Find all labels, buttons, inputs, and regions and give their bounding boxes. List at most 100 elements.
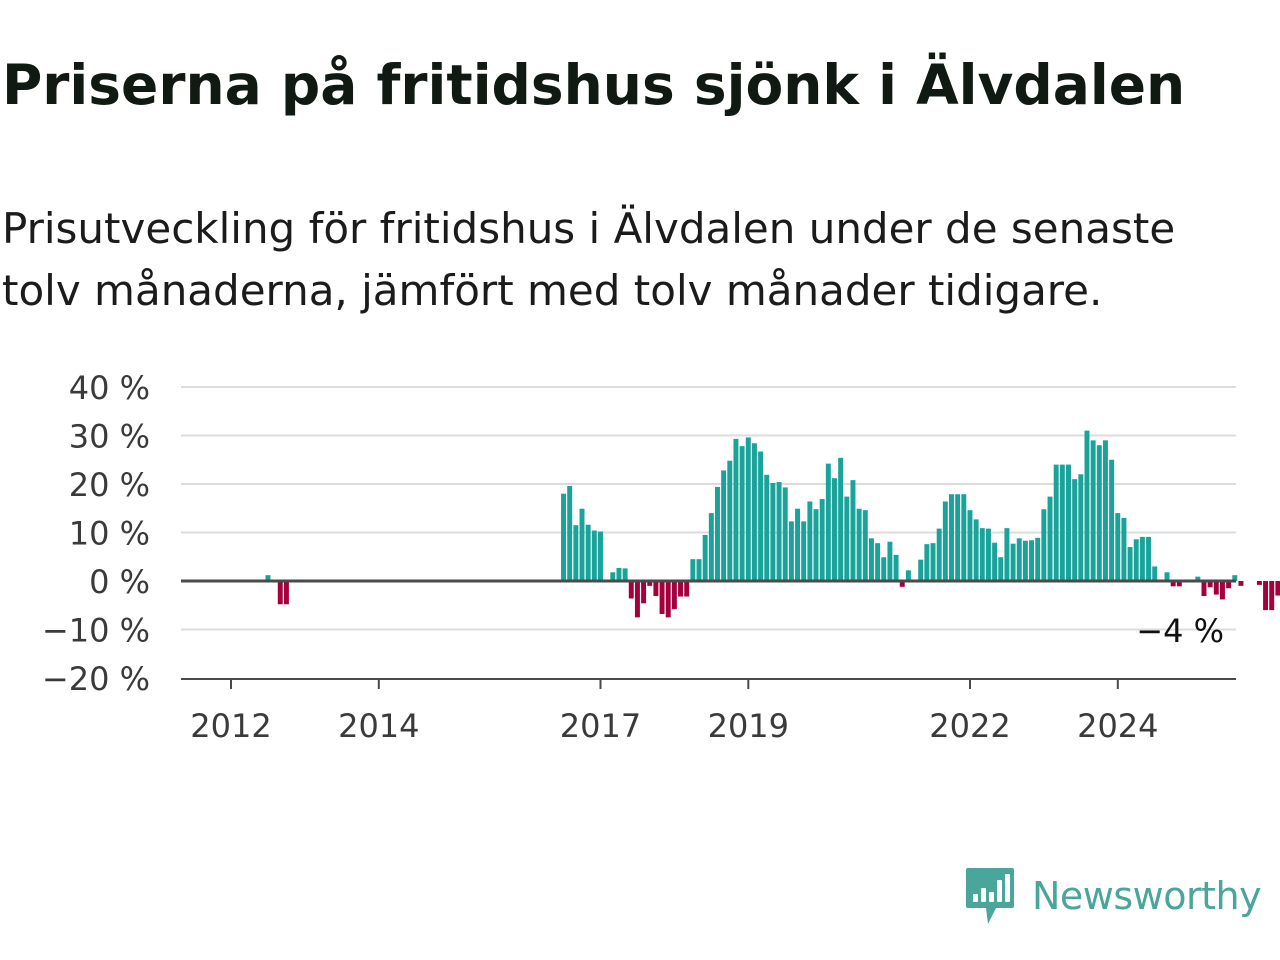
bar xyxy=(708,513,714,581)
bar xyxy=(715,486,720,581)
bar xyxy=(1263,581,1269,611)
bar xyxy=(678,581,684,597)
bar xyxy=(979,528,985,581)
bar xyxy=(1041,509,1047,581)
bar xyxy=(634,581,640,618)
bar xyxy=(1084,430,1090,581)
bar xyxy=(1078,474,1084,581)
bar xyxy=(696,559,702,581)
newsworthy-logo-icon xyxy=(966,868,1014,924)
bar xyxy=(702,534,708,581)
y-axis: 40 % 30 % 20 % 10 % 0 % −10 % −20 % xyxy=(42,369,150,698)
bar xyxy=(1096,445,1102,581)
bar xyxy=(1133,539,1139,581)
bar xyxy=(936,528,942,581)
x-tick-label: 2014 xyxy=(338,707,419,745)
bar xyxy=(1004,528,1010,581)
x-tick-label: 2017 xyxy=(560,707,641,745)
bar xyxy=(825,463,831,581)
bar xyxy=(1238,581,1244,586)
bar xyxy=(277,581,283,605)
bar xyxy=(1059,464,1065,581)
bar xyxy=(1232,575,1238,581)
newsworthy-logo[interactable]: Newsworthy xyxy=(964,864,1262,928)
bar xyxy=(1053,464,1059,581)
bar xyxy=(1072,479,1078,581)
bar xyxy=(733,438,739,581)
bar xyxy=(1016,538,1022,581)
gridlines xyxy=(181,386,1236,631)
bar xyxy=(745,437,751,581)
x-tick-label: 2024 xyxy=(1077,707,1158,745)
bar xyxy=(868,538,874,581)
bar xyxy=(684,581,690,597)
x-tick-label: 2019 xyxy=(708,707,789,745)
bar xyxy=(924,544,930,581)
bar xyxy=(973,519,979,581)
bar xyxy=(807,501,813,581)
bar xyxy=(1139,536,1145,581)
bar xyxy=(283,581,289,605)
bar xyxy=(776,482,782,581)
bar xyxy=(1164,572,1170,581)
bar xyxy=(751,443,757,581)
bar xyxy=(622,568,628,581)
chart-title: Priserna på fritidshus sjönk i Älvdalen xyxy=(2,53,1186,117)
bar xyxy=(795,508,801,581)
bar xyxy=(690,559,696,581)
bar xyxy=(967,510,973,581)
y-tick-label: 40 % xyxy=(69,369,150,407)
bar xyxy=(918,559,924,581)
bar xyxy=(893,554,899,581)
y-tick-label: 0 % xyxy=(89,563,150,601)
y-tick-label: −20 % xyxy=(42,660,150,698)
bar xyxy=(1029,540,1035,581)
bar xyxy=(1219,581,1225,600)
bar xyxy=(850,480,856,581)
bar xyxy=(1047,496,1053,581)
bar xyxy=(567,485,573,581)
bar xyxy=(727,460,733,581)
bar xyxy=(1109,459,1115,581)
bar xyxy=(1102,440,1108,581)
bar xyxy=(1022,540,1028,581)
last-value-annotation: −4 % xyxy=(1136,612,1224,650)
bar xyxy=(1066,464,1071,581)
bar xyxy=(1127,547,1133,581)
bar xyxy=(905,570,911,581)
bar xyxy=(721,470,727,581)
y-tick-label: 10 % xyxy=(69,515,150,553)
bar xyxy=(1195,576,1201,581)
bar xyxy=(1121,517,1127,581)
bar xyxy=(1035,537,1041,581)
bar xyxy=(758,451,764,581)
bar xyxy=(665,581,671,618)
bar xyxy=(265,575,271,581)
bar xyxy=(1115,513,1121,581)
bar xyxy=(949,494,954,581)
bar xyxy=(628,581,634,599)
bar xyxy=(616,567,622,581)
bar xyxy=(1213,581,1219,595)
bar xyxy=(1090,440,1096,581)
bar xyxy=(961,494,967,581)
bar xyxy=(1226,581,1232,589)
bar xyxy=(739,446,745,581)
bar xyxy=(819,499,825,581)
bar xyxy=(844,496,850,581)
bar xyxy=(1176,581,1182,587)
bar-chart: 40 %30 %20 %10 %0 %−10 %−20 % 2012 2014 20… xyxy=(42,369,1280,745)
chart-subtitle: Prisutveckling för fritidshus i Älvdalen… xyxy=(2,204,1176,315)
bar xyxy=(862,510,868,581)
bar xyxy=(1152,566,1158,581)
bar xyxy=(788,521,794,581)
bar xyxy=(598,531,603,581)
y-tick-label: −10 % xyxy=(42,612,150,650)
bar xyxy=(856,508,862,581)
bar xyxy=(610,572,616,581)
bar xyxy=(1269,581,1275,611)
bar xyxy=(1256,581,1262,585)
bar xyxy=(992,542,998,581)
bar xyxy=(647,581,653,586)
bar xyxy=(585,524,591,581)
